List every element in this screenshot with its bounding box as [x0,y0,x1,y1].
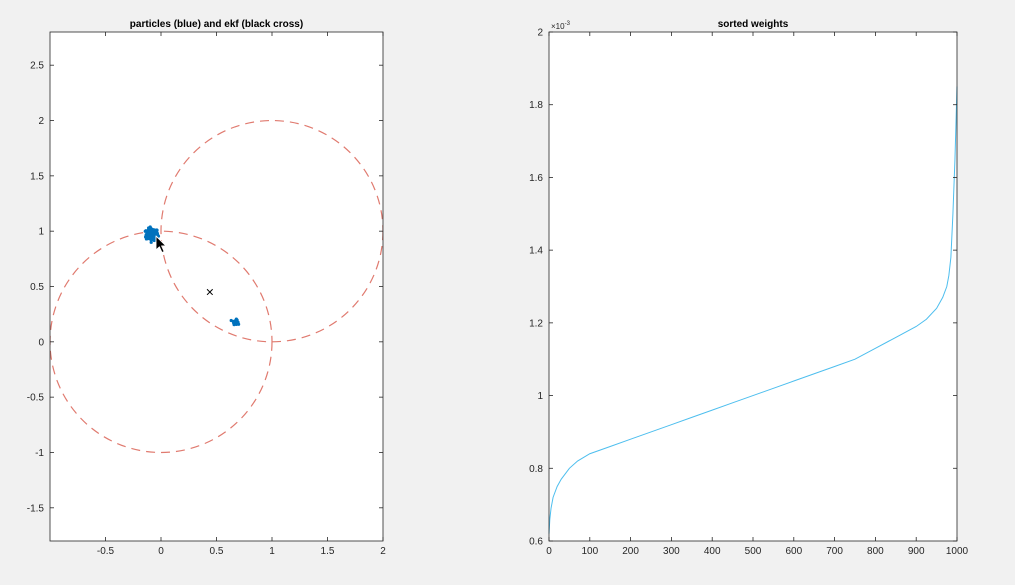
particle-point [146,235,150,239]
particle-point [147,231,151,235]
particles-plot-x-tick-label: 1 [269,546,275,557]
particle-point [146,226,151,230]
weights-plot-y-tick-label: 1.4 [529,246,543,257]
weights-plot-area [549,32,957,541]
weights-plot-x-tick-label: 600 [785,546,802,557]
particles-plot-y-tick-label: 2.5 [30,61,44,72]
particle-point [229,318,233,323]
particles-plot-x-tick-label: 2 [380,546,386,557]
particles-plot-y-tick-label: -1 [35,448,44,459]
weights-plot-y-tick-label: 2 [537,28,543,39]
weights-plot-x-tick-label: 0 [546,546,552,557]
particles-plot-y-tick-label: 1 [38,227,44,238]
sensor-range-circle [160,119,383,343]
particle-point [149,240,153,244]
weights-plot-y-tick-label: 1.6 [529,173,543,184]
particle-point [151,230,155,235]
particle-point [144,235,148,239]
particles-plot-y-tick-label: 2 [38,116,44,127]
particles-plot-y-tick-label: 0 [38,337,44,348]
weights-plot-title: sorted weights [718,19,789,30]
weights-plot-x-tick-label: 900 [908,546,925,557]
weights-plot-x-tick-label: 400 [704,546,721,557]
particles-plot-y-tick-label: 1.5 [30,171,44,182]
particles-plot: -0.5 0 0.5 1 1.5 2 -1.5 -1 -0.5 0 0.5 1 1.5 2 2.5 part… [27,19,386,557]
weights-plot-x-tick-label: 800 [867,546,884,557]
weights-plot: 0 100 200 300 400 500 600 700 800 900 1000 0.6 0.8 1 1… [529,19,968,557]
particle-point [237,322,241,326]
arrow-cursor-icon [155,235,167,253]
weights-plot-x-tick-label: 100 [581,546,598,557]
y-axis-exponent-label: ×10-3 [551,21,571,31]
particles-plot-y-tick-label: -1.5 [27,503,45,514]
sorted-weights-line [548,86,958,534]
y-axis-exponent-power: -3 [565,21,571,27]
weights-plot-x-tick-label: 300 [663,546,680,557]
weights-plot-x-tick-label: 500 [745,546,762,557]
particles-plot-y-tick-label: -0.5 [27,393,45,404]
particles-plot-x-tick-label: 1.5 [321,546,335,557]
particles-plot-x-tick-label: 0 [158,546,164,557]
particles-plot-title: particles (blue) and ekf (black cross) [130,19,303,30]
weights-plot-y-tick-label: 1.2 [529,318,543,329]
weights-plot-y-tick-label: 0.8 [529,464,543,475]
particle-point [143,229,147,233]
weights-plot-x-tick-label: 200 [622,546,639,557]
weights-plot-x-tick-label: 700 [826,546,843,557]
particles-plot-x-tick-label: 0.5 [210,546,224,557]
weights-plot-y-tick-label: 0.6 [529,537,543,548]
particle-point [233,319,237,323]
particles-plot-area [50,32,383,541]
weights-plot-x-tick-label: 1000 [946,546,969,557]
particle-point [150,236,154,240]
weights-plot-y-tick-label: 1 [537,391,543,402]
ekf-estimate-marker [206,288,213,296]
particles-plot-y-tick-label: 0.5 [30,282,44,293]
particles-plot-x-tick-label: -0.5 [97,546,115,557]
weights-plot-y-tick-label: 1.8 [529,100,543,111]
y-axis-exponent-base: ×10 [551,22,565,31]
particle-point [154,232,158,236]
